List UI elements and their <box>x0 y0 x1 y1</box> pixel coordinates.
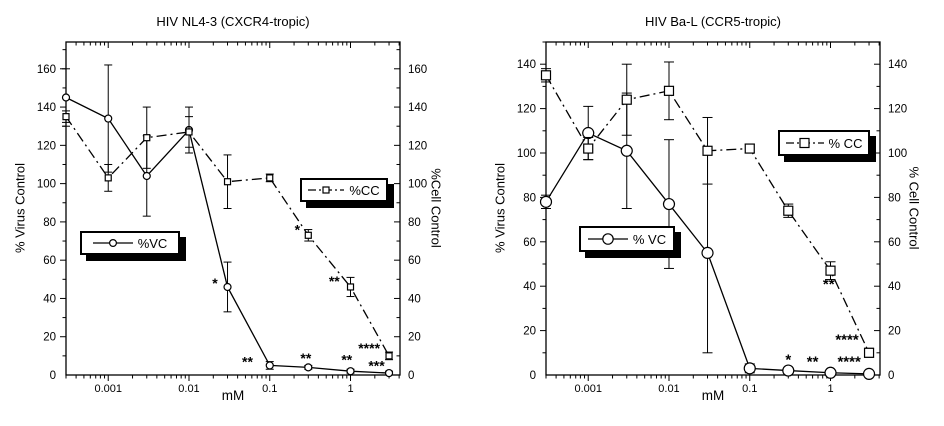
x-ticks <box>545 42 880 381</box>
y-ticks <box>540 41 880 354</box>
x-ticks <box>65 42 400 381</box>
y-tick-label-left: 100 <box>517 148 536 160</box>
y-axis-label-right-nl43: %Cell Control <box>428 168 444 248</box>
y-tick-label-left: 60 <box>523 237 536 249</box>
y-tick-label-right: 140 <box>888 59 907 71</box>
y-tick-label-left: 120 <box>517 104 536 116</box>
cc-series-markers <box>540 70 875 358</box>
significance-annotation: ** <box>823 276 835 293</box>
y-tick-label-left: 20 <box>43 332 56 344</box>
y-tick-label-right: 100 <box>888 148 907 160</box>
vc-series-markers <box>539 126 876 380</box>
x-axis-label-nl43: mM <box>221 388 245 403</box>
significance-annotation: ** <box>341 352 352 368</box>
significance-annotation: * <box>295 222 301 238</box>
x-tick-label: 0.01 <box>178 383 199 395</box>
y-tick-label-right: 100 <box>408 179 427 191</box>
y-tick-label-left: 0 <box>50 370 56 382</box>
y-tick-label-right: 60 <box>888 237 901 249</box>
y-tick-label-right: 20 <box>888 326 901 338</box>
y-tick-label-left: 100 <box>37 179 56 191</box>
y-tick-label-right: 120 <box>888 104 907 116</box>
cc-legend-marker-icon <box>308 186 345 194</box>
vc-legend-marker-icon <box>92 238 133 248</box>
x-tick-label: 0.1 <box>742 383 757 395</box>
plot-frame <box>65 41 401 376</box>
chart-title-nl43: HIV NL4-3 (CXCR4-tropic) <box>156 14 310 29</box>
significance-annotation: ** <box>807 354 819 371</box>
y-tick-label-right: 160 <box>408 64 427 76</box>
plot-frame <box>545 41 881 376</box>
y-axis-label-left-bal: % Virus Control <box>492 162 508 254</box>
y-tick-label-left: 80 <box>523 192 536 204</box>
y-tick-label-left: 0 <box>530 370 536 382</box>
y-tick-label-right: 80 <box>888 192 901 204</box>
legend-vc-label: %VC <box>137 235 168 251</box>
y-tick-label-left: 60 <box>43 255 56 267</box>
x-tick-label: 0.001 <box>94 383 122 395</box>
y-tick-label-left: 40 <box>523 281 536 293</box>
x-tick-label: 1 <box>347 383 353 395</box>
significance-annotation: ** <box>300 350 311 366</box>
y-tick-label-left: 40 <box>43 293 56 305</box>
error-bars-vc <box>62 64 394 376</box>
x-tick-label: 1 <box>827 383 833 395</box>
significance-annotation: *** <box>368 357 385 373</box>
legend-cc-label: %CC <box>349 182 380 198</box>
significance-annotation: **** <box>835 331 859 348</box>
significance-annotation: **** <box>837 354 861 371</box>
y-tick-label-right: 140 <box>408 102 427 114</box>
y-tick-label-left: 140 <box>517 59 536 71</box>
legend-vc-nl43: %VC <box>80 231 180 255</box>
significance-annotation: * <box>212 275 218 291</box>
legend-cc-label: % CC <box>828 135 863 151</box>
x-tick-label: 0.001 <box>574 383 602 395</box>
y-tick-label-right: 60 <box>408 255 421 267</box>
cc-series-markers <box>62 113 393 360</box>
legend-vc-label: % VC <box>632 231 667 247</box>
legend-vc-bal: % VC <box>579 226 675 252</box>
vc-legend-marker-icon <box>587 233 628 245</box>
cc-legend-marker-icon <box>785 137 824 149</box>
significance-annotation: ** <box>329 273 340 289</box>
y-axis-label-right-bal: % Cell Control <box>906 166 922 250</box>
y-ticks <box>60 49 400 357</box>
x-axis-label-bal: mM <box>701 388 725 403</box>
chart-hiv-nl43: 0.001 0.01 0.1 1 0 0 20 20 40 40 60 60 80 80 100 100 120… <box>12 14 444 403</box>
y-tick-label-right: 40 <box>888 281 901 293</box>
y-tick-label-right: 80 <box>408 217 421 229</box>
y-tick-label-right: 0 <box>888 370 894 382</box>
y-axis-label-left-nl43: % Virus Control <box>12 162 28 254</box>
x-tick-label: 0.1 <box>262 383 277 395</box>
y-tick-label-right: 20 <box>408 332 421 344</box>
y-tick-label-left: 20 <box>523 326 536 338</box>
x-tick-label: 0.01 <box>658 383 679 395</box>
significance-annotation: **** <box>358 340 380 356</box>
legend-cc-nl43: %CC <box>300 178 388 202</box>
y-tick-label-left: 120 <box>37 140 56 152</box>
y-tick-label-right: 40 <box>408 293 421 305</box>
legend-cc-bal: % CC <box>778 130 870 156</box>
y-tick-label-left: 160 <box>37 64 56 76</box>
significance-annotation: ** <box>242 354 253 370</box>
y-tick-label-left: 140 <box>37 102 56 114</box>
y-tick-label-right: 120 <box>408 140 427 152</box>
y-tick-label-right: 0 <box>408 370 414 382</box>
chart-title-bal: HIV Ba-L (CCR5-tropic) <box>644 14 782 29</box>
y-tick-label-left: 80 <box>43 217 56 229</box>
significance-annotation: * <box>785 351 791 368</box>
chart-hiv-bal: 0.001 0.01 0.1 1 0 0 20 20 40 40 60 60 80 80 100 100 120… <box>472 0 944 426</box>
